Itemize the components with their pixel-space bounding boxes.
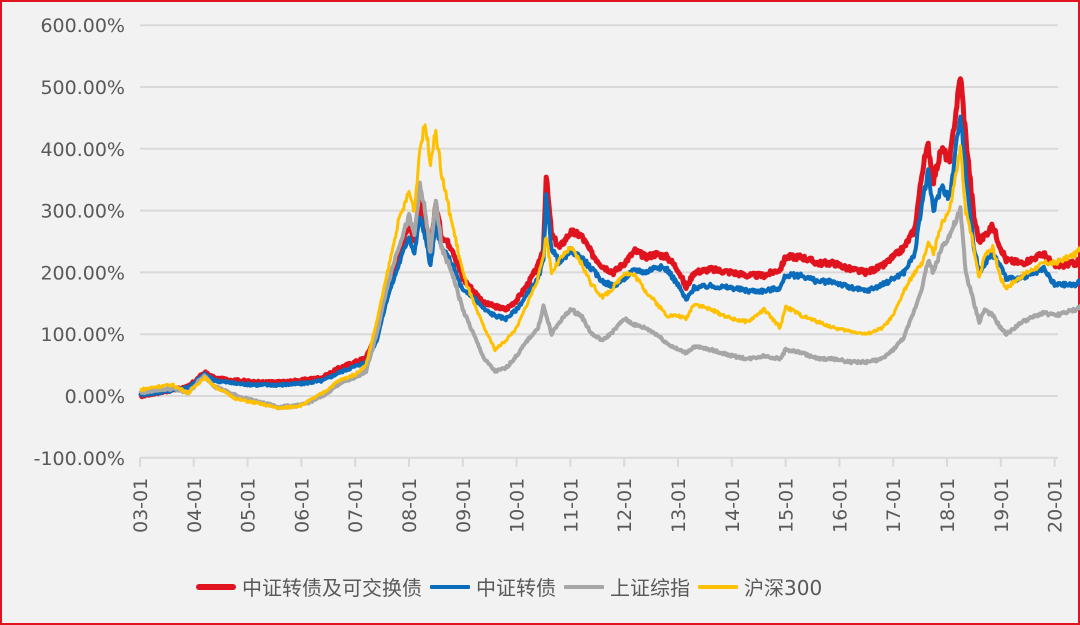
x-tick-label: 19-01 [991, 478, 1013, 533]
x-tick-label: 20-01 [1045, 478, 1067, 533]
x-tick-label: 10-01 [507, 478, 529, 533]
x-tick-label: 08-01 [399, 478, 421, 533]
legend-label: 沪深300 [744, 576, 823, 600]
legend-swatch-gray [564, 584, 604, 589]
legend-item-csi300: 沪深300 [698, 572, 822, 601]
y-tick-label: -100.00% [34, 448, 125, 470]
x-tick-label: 09-01 [453, 478, 475, 533]
x-tick-label: 03-01 [130, 478, 152, 533]
legend-label: 中证转债 [476, 576, 556, 600]
series-line-shanghai-composite [138, 180, 1080, 411]
series-line-convertible [138, 114, 1080, 398]
y-tick-label: 600.00% [40, 15, 125, 37]
y-tick-label: 300.00% [40, 201, 125, 223]
y-tick-label: 400.00% [40, 139, 125, 161]
y-tick-label: 0.00% [65, 386, 125, 408]
legend-label: 上证综指 [610, 576, 690, 600]
series-line-convertible-exchangeable [138, 76, 1080, 400]
series-lines [138, 76, 1080, 411]
x-tick-label: 17-01 [883, 478, 905, 533]
x-tick-label: 14-01 [722, 478, 744, 533]
legend-item-convertible-exchangeable: 中证转债及可交换债 [196, 572, 422, 601]
x-tick-label: 06-01 [291, 478, 313, 533]
y-tick-label: 100.00% [40, 324, 125, 346]
legend-item-convertible: 中证转债 [430, 572, 556, 601]
x-tick-label: 15-01 [776, 478, 798, 533]
x-tick-label: 07-01 [345, 478, 367, 533]
y-tick-label: 500.00% [40, 77, 125, 99]
legend-item-shanghai-composite: 上证综指 [564, 572, 690, 601]
legend-label: 中证转债及可交换债 [242, 576, 422, 600]
x-tick-label: 16-01 [829, 478, 851, 533]
legend-swatch-blue [430, 584, 470, 589]
legend-swatch-red [196, 583, 236, 590]
x-tick-label: 05-01 [238, 478, 260, 533]
y-axis-labels: 600.00% 500.00% 400.00% 300.00% 200.00% 100.0… [34, 15, 125, 470]
x-tick-label: 13-01 [668, 478, 690, 533]
y-tick-label: 200.00% [40, 262, 125, 284]
x-tick-label: 18-01 [937, 478, 959, 533]
x-tick-label: 11-01 [560, 478, 582, 533]
legend: 中证转债及可交换债 中证转债 上证综指 沪深300 [196, 572, 830, 601]
x-tick-label: 12-01 [614, 478, 636, 533]
x-tick-label: 04-01 [184, 478, 206, 533]
x-axis: 03-01 04-01 05-01 06-01 07-01 08-01 09-01 10-01… [130, 456, 1067, 533]
series-line-csi300 [139, 123, 1080, 411]
legend-swatch-yellow [698, 584, 738, 589]
